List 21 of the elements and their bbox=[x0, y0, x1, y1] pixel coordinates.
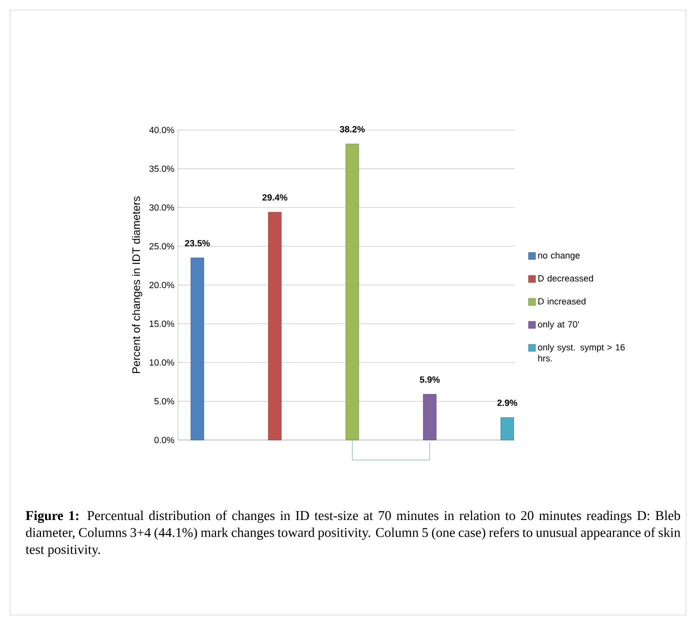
y-tick-label: 20.0% bbox=[150, 282, 174, 288]
y-tick-label: 35.0% bbox=[149, 166, 174, 172]
legend-label: D increased bbox=[538, 298, 586, 305]
data-label: 29.4% bbox=[262, 194, 288, 201]
data-label: 5.9% bbox=[420, 376, 440, 383]
text: Figure 1: Percentual distribution of changes in ID test-size at 70 minutes in relation to 20 minutes readings D: Bleb diameter, Columns 3+4 (44.1%) mark changes toward positivity. Column 5 (one case) refers to unusual appearance of skin test positivity. bbox=[26, 510, 680, 557]
data-label: 23.5% bbox=[184, 240, 210, 246]
y-tick-label: 40.0% bbox=[149, 126, 174, 134]
legend-label: only at 70' bbox=[538, 320, 579, 330]
legend-label: D decreassed bbox=[538, 274, 593, 282]
y-tick-label: 30.0% bbox=[149, 204, 174, 211]
y-tick-label: 15.0% bbox=[150, 320, 174, 327]
data-label: 2.9% bbox=[497, 400, 518, 406]
data-label: 38.2% bbox=[340, 126, 365, 132]
legend-label: no change bbox=[538, 252, 580, 260]
y-tick-label: 10.0% bbox=[150, 359, 174, 366]
y-tick-label: 5.0% bbox=[154, 398, 174, 404]
y-tick-label: 25.0% bbox=[150, 243, 174, 250]
y-tick-label: 0.0% bbox=[154, 436, 174, 444]
legend-label: only syst. sympt > 16 hrs. bbox=[538, 344, 625, 362]
y-axis-title: Percent of changes in IDT diameters bbox=[132, 196, 142, 374]
